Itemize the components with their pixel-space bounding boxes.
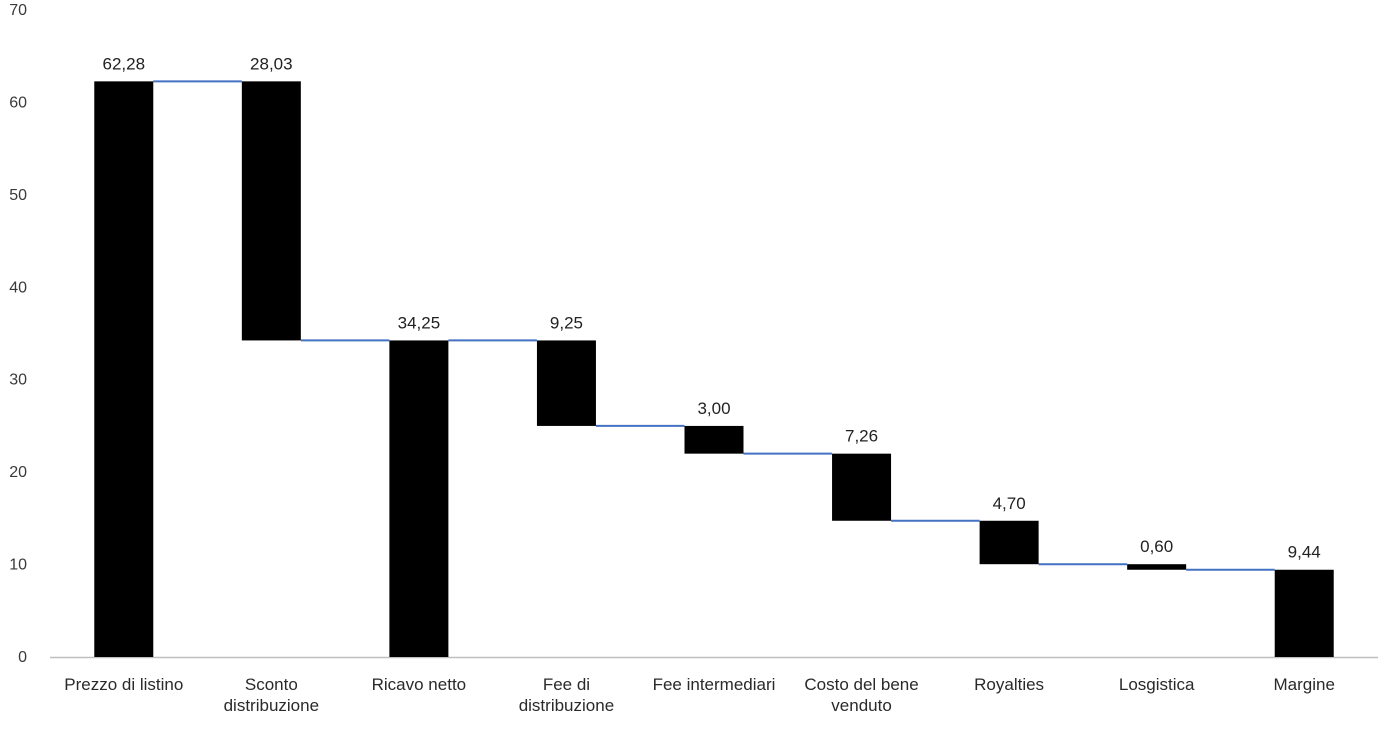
- data-label: 9,44: [1288, 543, 1321, 562]
- data-label: 62,28: [103, 54, 146, 73]
- bar: [684, 425, 744, 454]
- bar: [241, 81, 301, 341]
- y-tick-label: 40: [9, 279, 27, 296]
- data-label: 9,25: [550, 313, 583, 332]
- y-tick-label: 0: [18, 649, 27, 666]
- y-axis-ticks: 0 10 20 30 40 50 60 70: [9, 2, 27, 666]
- y-tick-label: 10: [9, 557, 27, 574]
- y-tick-label: 60: [9, 94, 27, 111]
- y-tick-label: 50: [9, 187, 27, 204]
- data-label: 4,70: [993, 494, 1026, 513]
- bar: [1127, 564, 1187, 570]
- data-label: 0,60: [1140, 537, 1173, 556]
- category-label: Costo del bene venduto: [804, 675, 918, 715]
- category-label: Royalties: [974, 675, 1044, 694]
- data-labels: 62,28 28,03 34,25 9,25 3,00 7,26 4,70 0,60 9,44: [103, 54, 1321, 561]
- category-label: Fee di distribuzione: [519, 675, 614, 715]
- category-label: Sconto distribuzione: [224, 675, 319, 715]
- y-tick-label: 30: [9, 372, 27, 389]
- bar: [979, 520, 1039, 565]
- data-label: 3,00: [697, 399, 730, 418]
- connector-lines: [153, 80, 1275, 571]
- category-label: Losgistica: [1119, 675, 1195, 694]
- category-label: Ricavo netto: [372, 675, 467, 694]
- category-label: Margine: [1274, 675, 1335, 694]
- category-label: Fee intermediari: [653, 675, 776, 694]
- bar: [94, 81, 154, 657]
- bar: [1274, 569, 1334, 657]
- data-label: 34,25: [398, 313, 441, 332]
- category-label: Prezzo di listino: [64, 675, 183, 694]
- data-label: 7,26: [845, 427, 878, 446]
- bars: [94, 81, 1334, 657]
- y-tick-label: 70: [9, 2, 27, 19]
- bar: [389, 340, 449, 657]
- y-tick-label: 20: [9, 464, 27, 481]
- data-label: 28,03: [250, 54, 293, 73]
- bar: [536, 340, 596, 426]
- category-labels: Prezzo di listino Sconto distribuzione Rica…: [64, 675, 1335, 715]
- bar: [832, 453, 892, 521]
